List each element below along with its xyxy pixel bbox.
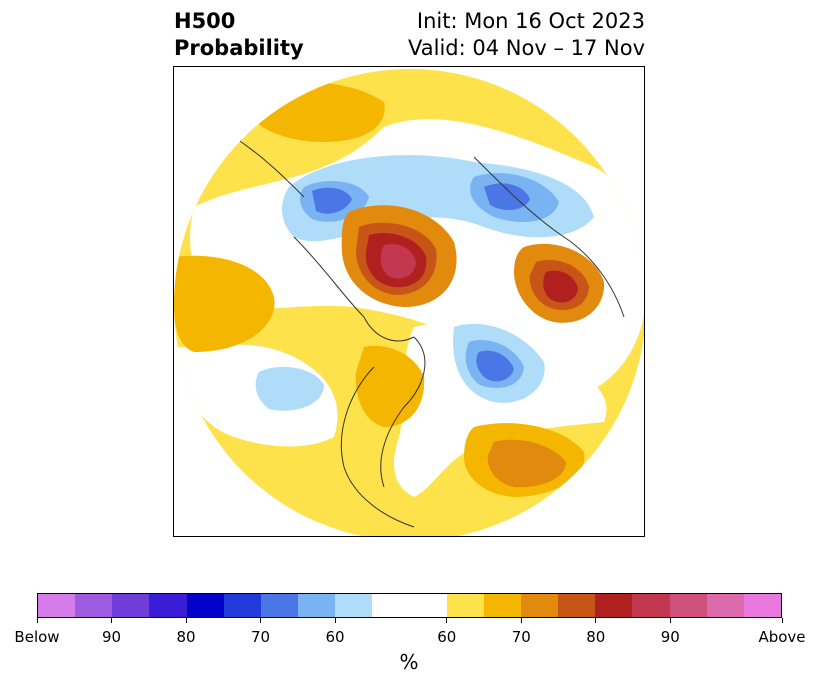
colorbar-segment <box>149 594 187 617</box>
valid-range: Valid: 04 Nov – 17 Nov <box>408 36 645 60</box>
above-normal-europe-west <box>174 255 275 352</box>
colorbar-unit: % <box>399 650 419 674</box>
colorbar-segment <box>632 594 670 617</box>
neutral-area-atlantic <box>394 323 607 497</box>
colorbar-tick-mark <box>185 618 187 623</box>
colorbar-segment <box>483 594 522 617</box>
colorbar-tick-label: 70 <box>511 628 531 646</box>
colorbar-tick-label: 60 <box>437 628 457 646</box>
map-panel <box>173 66 645 537</box>
below-normal-siberia-70 <box>484 183 530 211</box>
colorbar-tick-label: 90 <box>660 628 680 646</box>
below-normal-europe-70 <box>312 187 352 214</box>
colorbar-segment <box>112 594 150 617</box>
colorbar-segment <box>38 594 76 617</box>
colorbar-tick-mark <box>36 618 38 623</box>
colorbar-segment <box>335 594 373 617</box>
above-normal-caribbean-70 <box>487 439 566 488</box>
colorbar-tick-mark <box>595 618 597 623</box>
above-normal-hudson-bay <box>355 345 425 427</box>
colorbar-segment <box>558 594 596 617</box>
title-right: Init: Mon 16 Oct 2023 Valid: 04 Nov – 17… <box>408 8 645 62</box>
colorbar-tick-mark <box>669 618 671 623</box>
below-normal-gulf-of-alaska-70 <box>476 350 514 382</box>
colorbar-segment <box>446 594 484 617</box>
colorbar-segment <box>595 594 633 617</box>
colorbar-segment <box>521 594 559 617</box>
colorbar-tick-label: 90 <box>101 628 122 646</box>
colorbar <box>37 593 782 618</box>
colorbar-tick-label: 80 <box>586 628 606 646</box>
colorbar-tick-mark <box>111 618 112 623</box>
colorbar-tick-label: 60 <box>325 628 345 646</box>
colorbar-segment <box>669 594 707 617</box>
colorbar-segment <box>706 594 744 617</box>
colorbar-tick-mark <box>446 618 448 623</box>
below-normal-north-atlantic <box>255 366 324 411</box>
colorbar-segment <box>75 594 113 617</box>
colorbar-tick-mark <box>520 618 522 623</box>
colorbar-segment <box>298 594 336 617</box>
colorbar-segment <box>223 594 261 617</box>
colorbar-tick-mark <box>334 618 336 623</box>
colorbar-tick-label: Above <box>758 628 806 646</box>
colorbar-tick-mark <box>260 618 261 623</box>
above-normal-canada-80 <box>543 270 578 303</box>
colorbar-segment <box>743 594 782 617</box>
colorbar-segment <box>186 594 224 617</box>
title-variable: H500 <box>174 9 236 33</box>
colorbar-tick-label: Below <box>14 628 60 646</box>
probability-map <box>174 69 644 536</box>
init-date: Init: Mon 16 Oct 2023 <box>416 9 645 33</box>
colorbar-segment <box>260 594 299 617</box>
colorbar-tick-label: 70 <box>250 628 271 646</box>
title-probability: Probability <box>174 36 304 60</box>
above-normal-pole-85 <box>380 243 416 279</box>
colorbar-tick-mark <box>781 618 783 623</box>
colorbar-segment <box>372 594 447 617</box>
title-left: H500 Probability <box>174 8 304 62</box>
colorbar-tick-label: 80 <box>176 628 196 646</box>
